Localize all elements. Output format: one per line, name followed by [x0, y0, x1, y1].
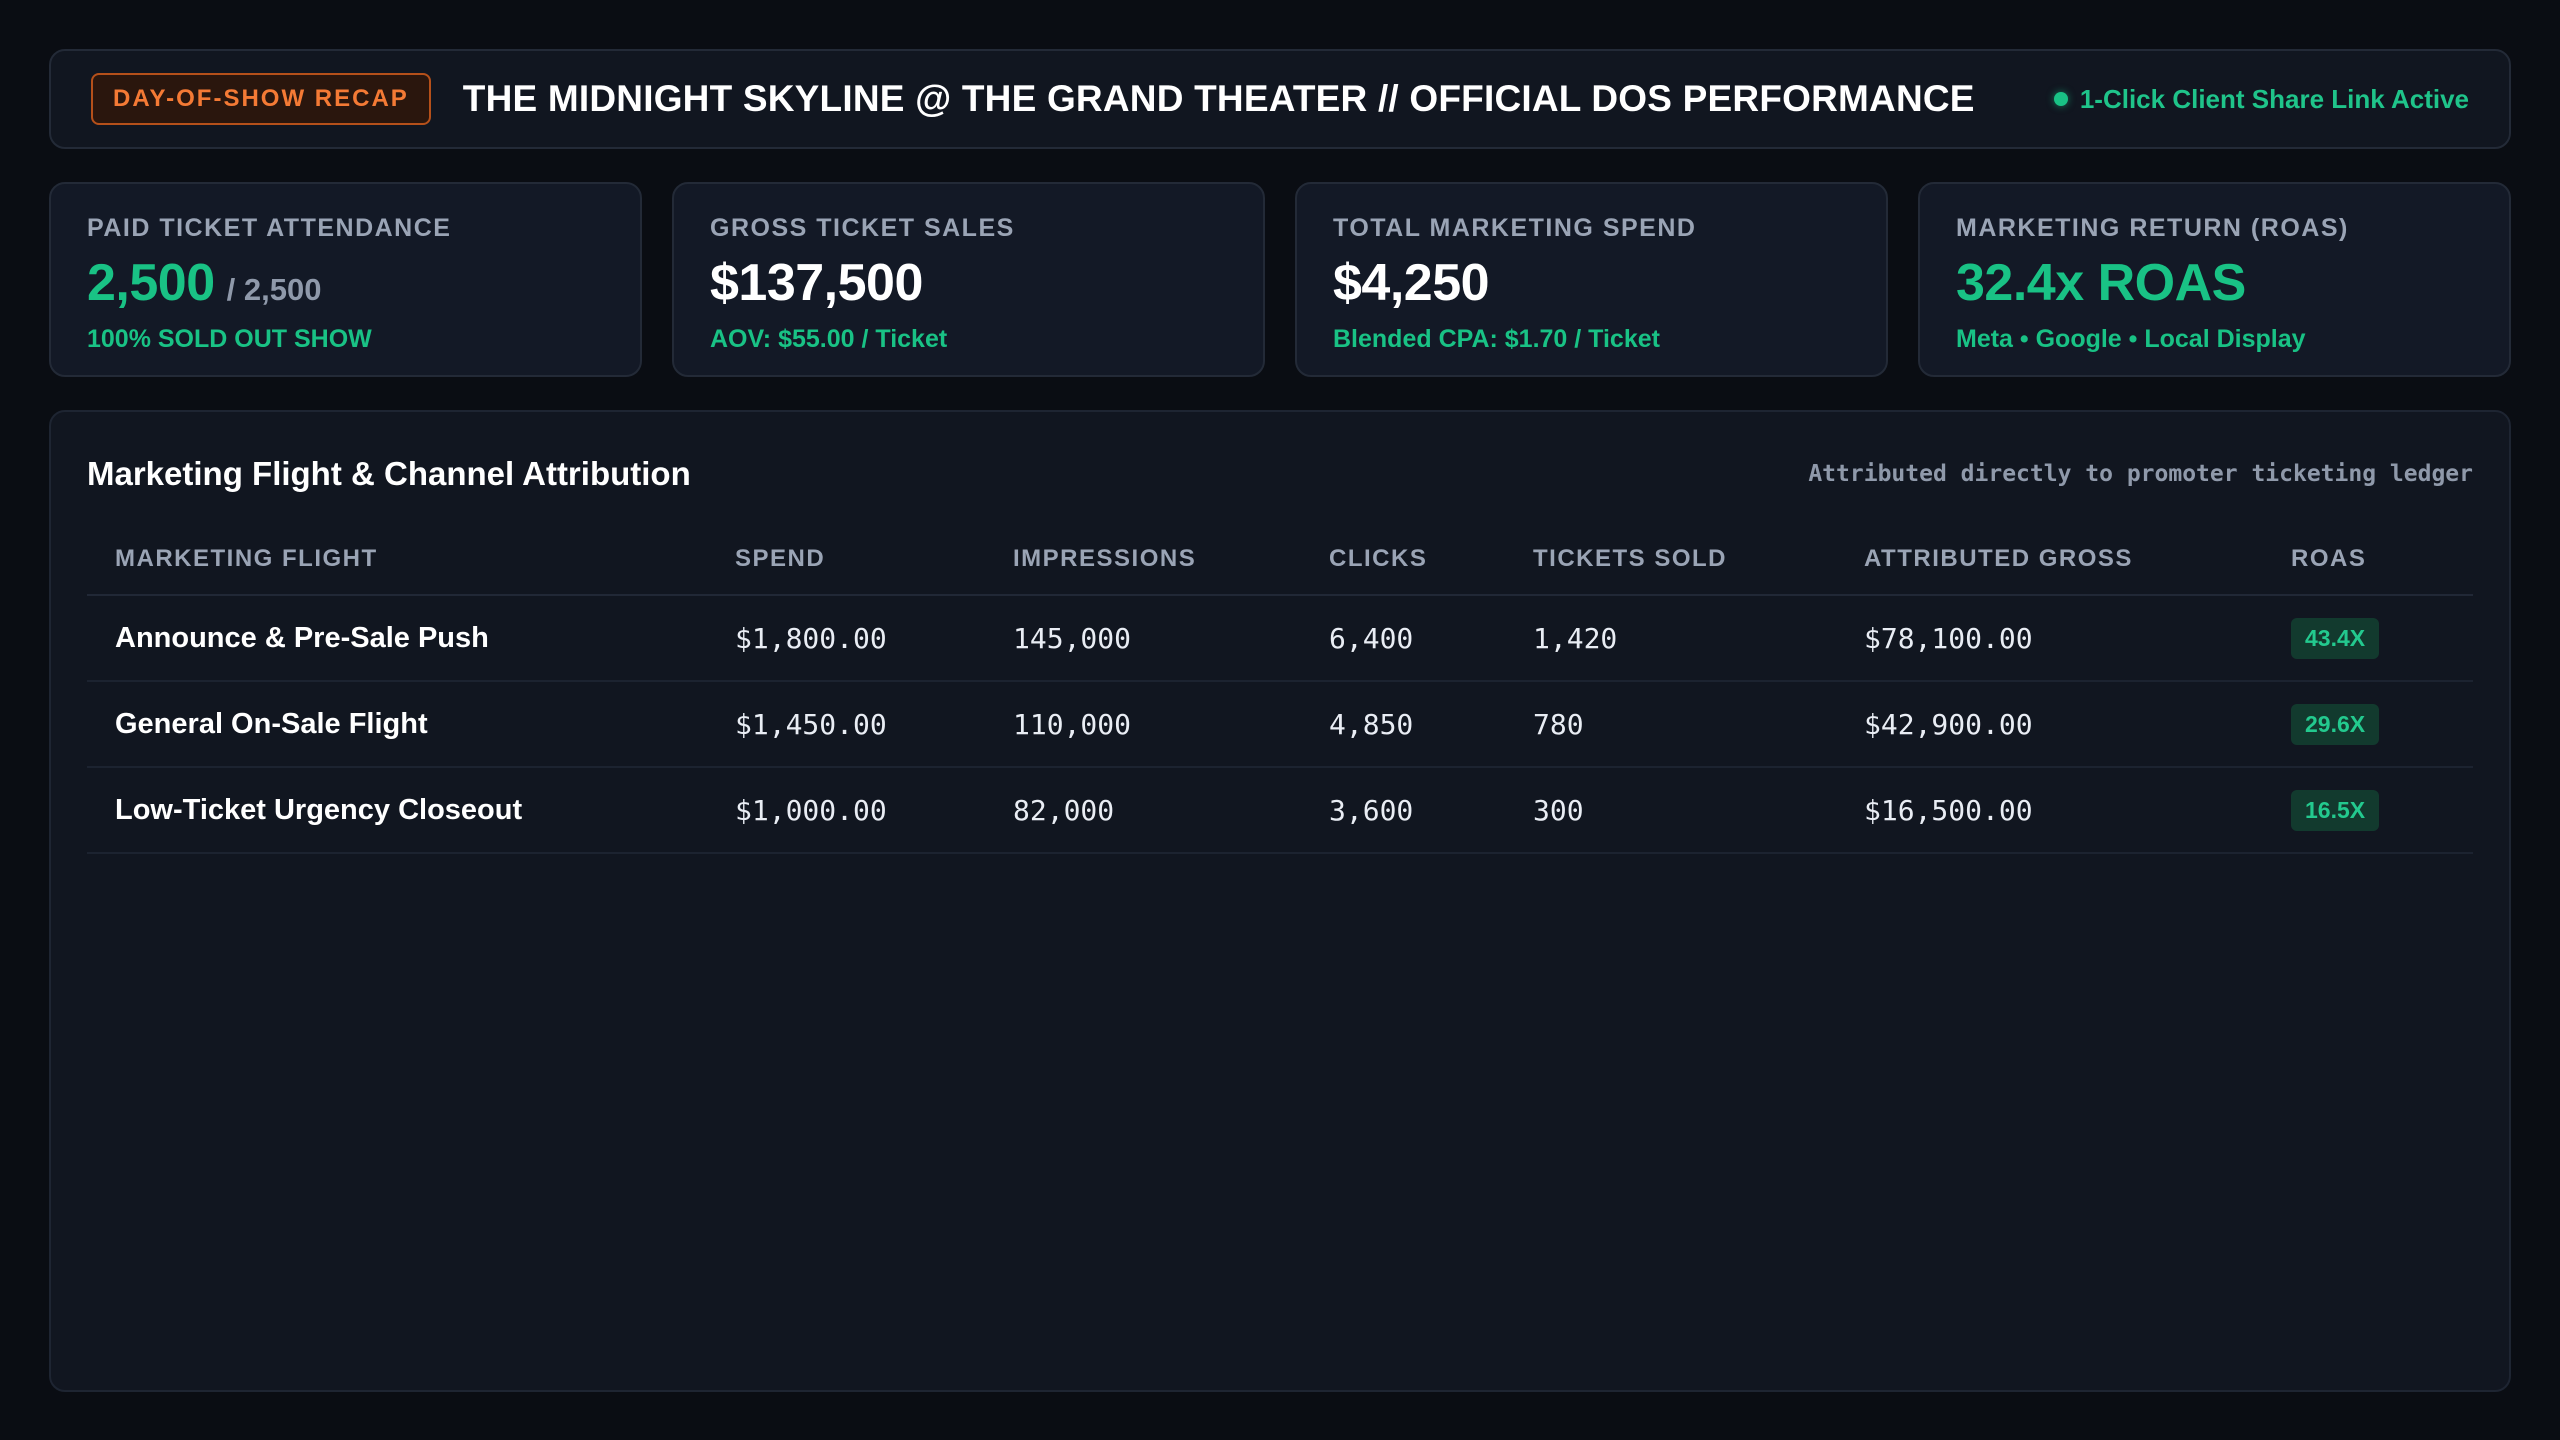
column-header-roas[interactable]: ROAS	[2291, 545, 2367, 572]
column-header-impressions[interactable]: IMPRESSIONS	[1013, 545, 1197, 572]
clicks-cell: 6,400	[1329, 621, 1414, 655]
kpi-value: $137,500	[710, 254, 923, 312]
table-row[interactable]: General On-Sale Flight $1,450.00 110,000…	[87, 682, 2473, 768]
impressions-cell: 110,000	[1013, 707, 1132, 741]
roas-badge: 16.5X	[2291, 789, 2380, 831]
clicks-cell: 4,850	[1329, 707, 1414, 741]
attribution-panel: Marketing Flight & Channel Attribution A…	[49, 410, 2511, 1392]
kpi-value: 2,500	[87, 254, 215, 312]
column-header-gross[interactable]: ATTRIBUTED GROSS	[1864, 545, 2133, 572]
kpi-row: PAID TICKET ATTENDANCE 2,500 / 2,500 100…	[49, 182, 2511, 377]
impressions-cell: 145,000	[1013, 621, 1132, 655]
spend-cell: $1,000.00	[735, 793, 887, 827]
clicks-cell: 3,600	[1329, 793, 1414, 827]
flight-name: Low-Ticket Urgency Closeout	[115, 793, 523, 826]
tickets-cell: 300	[1533, 793, 1584, 827]
kpi-subtext: Meta • Google • Local Display	[1956, 325, 2306, 353]
spend-cell: $1,800.00	[735, 621, 887, 655]
flight-name: General On-Sale Flight	[115, 707, 428, 740]
column-header-tickets[interactable]: TICKETS SOLD	[1533, 545, 1728, 572]
table-header: MARKETING FLIGHT SPEND IMPRESSIONS CLICK…	[87, 524, 2473, 596]
kpi-card-roas: MARKETING RETURN (ROAS) 32.4x ROAS Meta …	[1918, 182, 2511, 377]
share-link-status[interactable]: 1-Click Client Share Link Active	[2053, 83, 2469, 115]
kpi-label: TOTAL MARKETING SPEND	[1333, 214, 1697, 242]
gross-cell: $42,900.00	[1864, 707, 2033, 741]
kpi-subtext: AOV: $55.00 / Ticket	[710, 325, 948, 353]
gross-cell: $16,500.00	[1864, 793, 2033, 827]
kpi-value-row: $137,500	[710, 257, 1227, 309]
column-header-clicks[interactable]: CLICKS	[1329, 545, 1428, 572]
kpi-value: 32.4x ROAS	[1956, 254, 2246, 312]
table-row[interactable]: Low-Ticket Urgency Closeout $1,000.00 82…	[87, 768, 2473, 854]
kpi-capacity: / 2,500	[226, 272, 322, 307]
kpi-label: GROSS TICKET SALES	[710, 214, 1015, 242]
column-header-flight[interactable]: MARKETING FLIGHT	[115, 545, 378, 572]
page-title: THE MIDNIGHT SKYLINE @ THE GRAND THEATER…	[462, 78, 1975, 119]
kpi-value: $4,250	[1333, 254, 1490, 312]
kpi-value-row: $4,250	[1333, 257, 1850, 309]
kpi-card-gross-sales: GROSS TICKET SALES $137,500 AOV: $55.00 …	[672, 182, 1265, 377]
kpi-value-row: 32.4x ROAS	[1956, 257, 2473, 309]
tickets-cell: 1,420	[1533, 621, 1618, 655]
day-of-show-recap-badge: DAY-OF-SHOW RECAP	[91, 73, 431, 125]
roas-badge: 29.6X	[2291, 703, 2380, 745]
impressions-cell: 82,000	[1013, 793, 1115, 827]
roas-badge: 43.4X	[2291, 617, 2380, 659]
kpi-label: MARKETING RETURN (ROAS)	[1956, 214, 2349, 242]
share-link-status-label: 1-Click Client Share Link Active	[2079, 83, 2469, 114]
kpi-card-marketing-spend: TOTAL MARKETING SPEND $4,250 Blended CPA…	[1295, 182, 1888, 377]
kpi-subtext: Blended CPA: $1.70 / Ticket	[1333, 325, 1660, 353]
spend-cell: $1,450.00	[735, 707, 887, 741]
column-header-spend[interactable]: SPEND	[735, 545, 826, 572]
table-row[interactable]: Announce & Pre-Sale Push $1,800.00 145,0…	[87, 596, 2473, 682]
panel-title: Marketing Flight & Channel Attribution	[87, 455, 691, 492]
status-dot-icon	[2053, 92, 2068, 106]
panel-header: Marketing Flight & Channel Attribution A…	[87, 412, 2473, 524]
attribution-note: Attributed directly to promoter ticketin…	[1808, 461, 2473, 487]
gross-cell: $78,100.00	[1864, 621, 2033, 655]
kpi-subtext: 100% SOLD OUT SHOW	[87, 325, 372, 353]
kpi-card-attendance: PAID TICKET ATTENDANCE 2,500 / 2,500 100…	[49, 182, 642, 377]
flight-name: Announce & Pre-Sale Push	[115, 621, 489, 654]
tickets-cell: 780	[1533, 707, 1584, 741]
kpi-value-row: 2,500 / 2,500	[87, 257, 604, 309]
kpi-label: PAID TICKET ATTENDANCE	[87, 214, 452, 242]
attribution-table: MARKETING FLIGHT SPEND IMPRESSIONS CLICK…	[87, 524, 2473, 854]
show-header: DAY-OF-SHOW RECAP THE MIDNIGHT SKYLINE @…	[49, 49, 2511, 149]
